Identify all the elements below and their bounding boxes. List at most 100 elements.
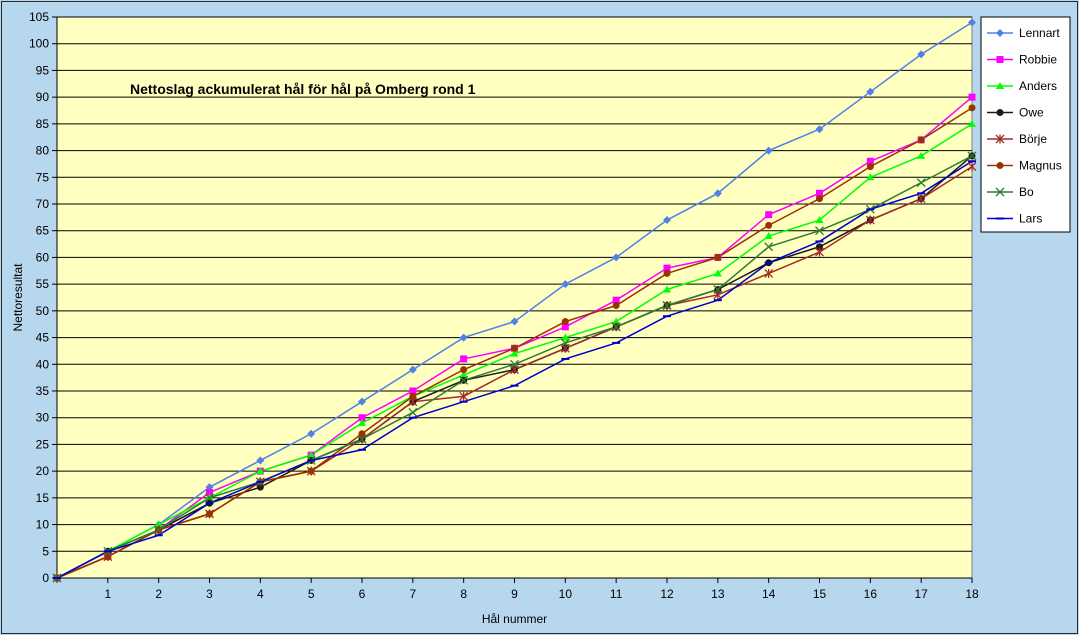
- data-point: [205, 493, 214, 503]
- data-point: [307, 451, 316, 459]
- data-point: [714, 253, 722, 261]
- data-point: [358, 430, 366, 438]
- data-point: [916, 194, 926, 204]
- y-tick-label: 80: [36, 144, 50, 158]
- y-tick-label: 100: [29, 37, 49, 51]
- y-tick-label: 5: [42, 544, 49, 558]
- data-point: [256, 483, 264, 491]
- y-tick-label: 75: [36, 170, 50, 184]
- data-point: [459, 370, 468, 378]
- y-tick-label: 65: [36, 224, 50, 238]
- data-point: [996, 29, 1004, 37]
- x-tick-label: 2: [155, 587, 162, 601]
- legend-item: Owe: [987, 106, 1044, 120]
- data-point: [865, 215, 875, 225]
- data-point: [358, 414, 366, 422]
- data-point: [968, 18, 976, 27]
- y-tick-label: 20: [36, 464, 50, 478]
- chart-title: Nettoslag ackumulerat hål för hål på Omb…: [130, 81, 476, 97]
- data-point: [154, 525, 164, 535]
- y-tick-label: 70: [36, 197, 50, 211]
- y-tick-label: 10: [36, 518, 50, 532]
- y-tick-label: 50: [36, 304, 50, 318]
- x-tick-label: 17: [914, 587, 928, 601]
- y-tick-label: 35: [36, 384, 50, 398]
- data-point: [358, 397, 366, 406]
- data-point: [408, 365, 417, 374]
- data-point: [206, 510, 213, 518]
- data-point: [968, 93, 976, 101]
- data-point: [816, 243, 823, 251]
- y-tick-label: 85: [36, 117, 50, 131]
- legend-label: Lars: [1019, 212, 1042, 226]
- y-tick-label: 15: [36, 491, 50, 505]
- data-point: [459, 391, 469, 401]
- gridlines: [57, 16, 972, 552]
- data-point: [256, 467, 265, 475]
- data-point: [409, 387, 417, 395]
- data-point: [968, 104, 976, 112]
- data-point: [995, 187, 1005, 197]
- data-point: [815, 226, 824, 236]
- x-tick-label: 10: [559, 587, 573, 601]
- legend-label: Bo: [1019, 185, 1034, 199]
- data-point: [968, 119, 976, 127]
- data-point: [206, 489, 213, 497]
- data-point: [996, 82, 1004, 89]
- data-point: [713, 285, 723, 294]
- data-point: [866, 173, 875, 181]
- legend-label: Börje: [1019, 132, 1047, 146]
- data-point: [815, 247, 824, 257]
- data-point: [816, 195, 823, 203]
- data-point: [765, 211, 773, 219]
- data-point: [996, 162, 1004, 169]
- series-markers: [52, 18, 977, 583]
- legend-item: Lennart: [987, 26, 1060, 40]
- x-tick-label: 15: [813, 587, 827, 601]
- y-tick-label: 55: [36, 277, 50, 291]
- legend-item: Anders: [987, 79, 1057, 93]
- y-tick-label: 105: [29, 10, 49, 24]
- data-point: [764, 242, 774, 252]
- data-point: [612, 296, 620, 304]
- data-point: [866, 157, 874, 165]
- y-tick-label: 60: [36, 250, 50, 264]
- legend-box: [980, 16, 1071, 233]
- x-tick-label: 14: [762, 587, 776, 601]
- data-point: [561, 333, 570, 341]
- data-point: [460, 366, 468, 374]
- data-point: [154, 520, 163, 528]
- x-tick-label: 5: [308, 587, 315, 601]
- data-point: [815, 125, 824, 134]
- y-tick-label: 30: [36, 411, 50, 425]
- y-tick-label: 40: [36, 357, 50, 371]
- data-point: [510, 349, 519, 357]
- y-tick-label: 95: [36, 63, 50, 77]
- data-point: [866, 87, 875, 96]
- data-point: [307, 467, 315, 475]
- data-point: [764, 268, 774, 278]
- legend-item: Lars: [987, 212, 1042, 226]
- data-point: [561, 318, 569, 326]
- data-point: [511, 344, 518, 352]
- data-point: [815, 216, 824, 224]
- x-tick-label: 12: [660, 587, 674, 601]
- x-tick-label: 4: [257, 587, 264, 601]
- x-tick-label: 9: [511, 587, 518, 601]
- data-point: [917, 50, 926, 59]
- data-point: [611, 322, 621, 332]
- legend-item: Robbie: [987, 53, 1057, 67]
- data-point: [561, 280, 570, 289]
- x-tick-label: 3: [206, 587, 213, 601]
- x-tick-label: 11: [610, 587, 623, 601]
- data-point: [663, 269, 671, 277]
- data-point: [663, 216, 671, 225]
- data-point: [510, 359, 519, 369]
- y-tick-label: 25: [36, 437, 50, 451]
- data-point: [612, 317, 621, 325]
- y-tick-labels: 0 5 10 15 20 25 30 35 40 45 50 55 60 65 70 75 80 85 90 95 10…: [29, 10, 57, 585]
- x-tick-label: 7: [409, 587, 416, 601]
- data-point: [764, 232, 773, 240]
